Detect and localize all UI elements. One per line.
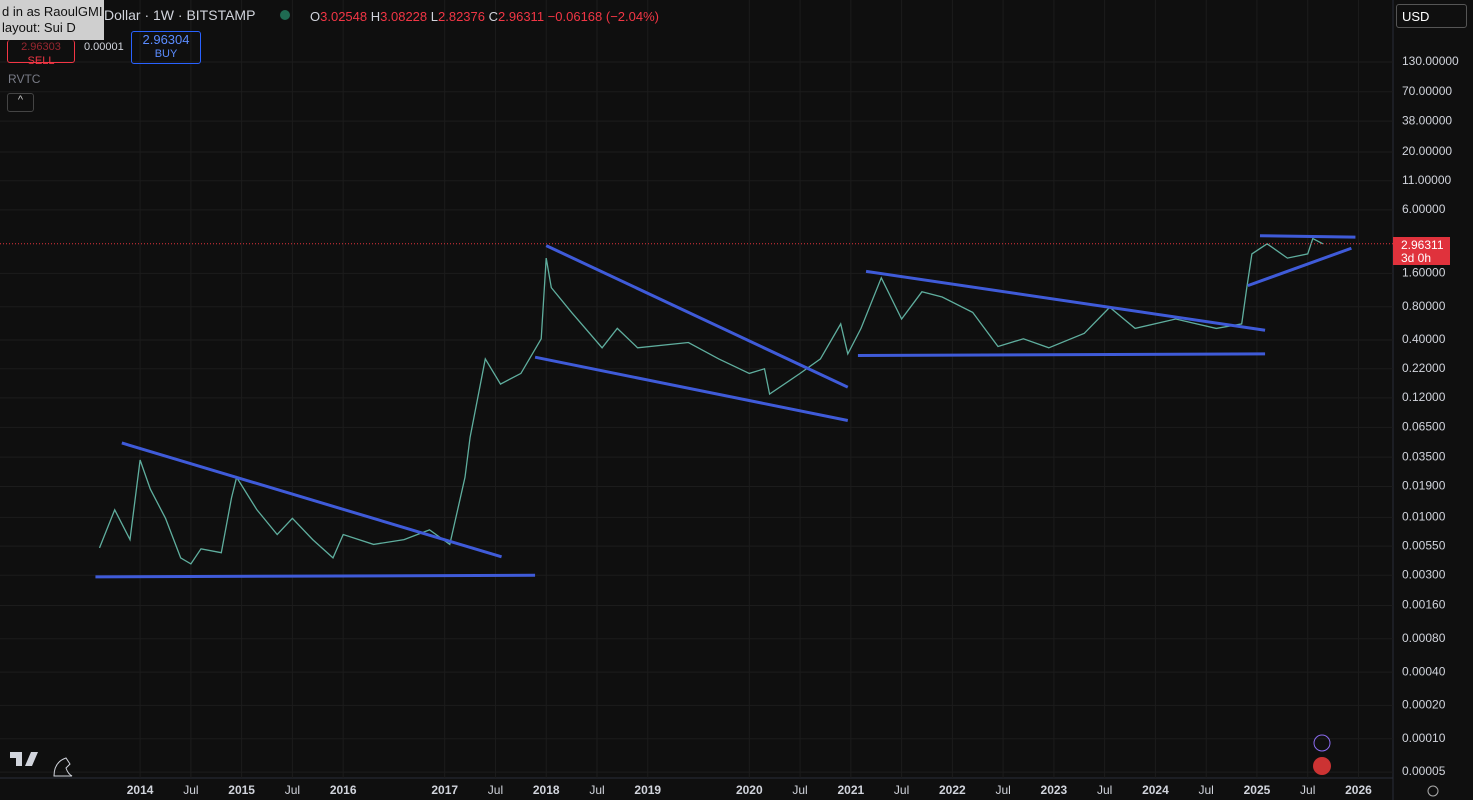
y-tick-label: 38.00000 [1402, 113, 1452, 127]
h-value: 3.08228 [380, 9, 428, 24]
trendline [95, 573, 536, 579]
x-tick-label: 2025 [1244, 783, 1271, 797]
settings-icon[interactable] [1427, 785, 1439, 797]
trendline [865, 269, 1266, 332]
h-label: H [370, 9, 381, 24]
y-tick-label: 0.80000 [1402, 299, 1446, 313]
x-tick-label: 2016 [330, 783, 357, 797]
y-tick-label: 0.06500 [1402, 420, 1446, 434]
plot [0, 234, 1393, 579]
l-value: 2.82376 [438, 9, 485, 24]
y-tick-label: 0.00080 [1402, 631, 1446, 645]
y-tick-label: 0.12000 [1402, 390, 1446, 404]
change: −0.06168 (−2.04%) [547, 9, 659, 24]
x-tick-label: Jul [285, 783, 300, 797]
sell-label: SELL [27, 55, 55, 67]
ohlc: O3.02548 H3.08228 L2.82376 C2.96311 −0.0… [310, 9, 659, 24]
y-tick-label: 0.40000 [1402, 332, 1446, 346]
x-tick-label: 2020 [736, 783, 763, 797]
currency: USD [1402, 9, 1430, 24]
l-label: L [430, 9, 438, 24]
y-tick-label: 0.00550 [1402, 538, 1446, 552]
y-tick-label: 0.03500 [1402, 449, 1446, 463]
x-tick-label: 2023 [1041, 783, 1068, 797]
y-tick-label: 0.01000 [1402, 510, 1446, 524]
y-tick-label: 1.60000 [1402, 266, 1446, 280]
x-tick-label: 2018 [533, 783, 560, 797]
x-tick-label: Jul [894, 783, 909, 797]
x-tick-label: Jul [1300, 783, 1315, 797]
y-tick-label: 20.00000 [1402, 144, 1452, 158]
sell-button[interactable]: 2.96303 SELL [7, 40, 75, 67]
x-tick-label: Jul [488, 783, 503, 797]
y-tick-label: 11.00000 [1402, 173, 1451, 187]
layout-text: layout: Sui D [2, 20, 76, 35]
currency-select[interactable]: USD [1396, 4, 1467, 28]
flag-icon[interactable] [1313, 757, 1331, 775]
sell-price: 2.96303 [21, 41, 61, 53]
y-tick-label: 0.01900 [1402, 479, 1446, 493]
tooltip: d in as RaoulGMI layout: Sui D [0, 0, 104, 40]
x-tick-label: 2015 [228, 783, 255, 797]
x-tick-label: 2014 [127, 783, 154, 797]
indicator[interactable]: RVTC [8, 72, 41, 86]
spread: 0.00001 [84, 41, 124, 53]
price-line [98, 237, 1324, 565]
y-tick-label: 0.22000 [1402, 361, 1446, 375]
logo-icon [10, 752, 38, 766]
x-tick-label: Jul [792, 783, 807, 797]
x-tick-label: 2026 [1345, 783, 1372, 797]
buy-label: BUY [154, 48, 178, 60]
y-tick-label: 0.00300 [1402, 567, 1446, 581]
buy-button[interactable]: 2.96304 BUY [131, 31, 201, 64]
c-value: 2.96311 [498, 9, 545, 24]
x-tick-label: 2022 [939, 783, 966, 797]
status-dot [280, 10, 290, 20]
x-tick-label: 2017 [431, 783, 458, 797]
o-label: O [310, 9, 321, 24]
collapse-button[interactable]: ^ [7, 93, 34, 112]
y-tick-label: 0.00005 [1402, 764, 1446, 778]
trendline [545, 244, 849, 389]
o-value: 3.02548 [320, 9, 368, 24]
x-tick-label: 2019 [634, 783, 661, 797]
x-tick-label: Jul [1097, 783, 1112, 797]
x-tick-label: Jul [589, 783, 604, 797]
logo-icon [53, 757, 73, 777]
y-tick-label: 70.00000 [1402, 84, 1452, 98]
y-tick-label: 0.00160 [1402, 598, 1446, 612]
countdown: 3d 0h [1401, 250, 1432, 265]
symbol: Dollar · 1W · BITSTAMP [104, 7, 256, 23]
y-tick-label: 0.00020 [1402, 698, 1446, 712]
trendline [1259, 234, 1356, 239]
tv-logo [10, 752, 73, 777]
trendline [1247, 246, 1352, 288]
y-tick-label: 6.00000 [1402, 202, 1446, 216]
c-label: C [488, 9, 499, 24]
buy-price: 2.96304 [142, 32, 190, 47]
x-tick-label: Jul [1199, 783, 1214, 797]
trendline [534, 355, 849, 422]
y-tick-label: 130.00000 [1402, 54, 1459, 68]
last-price: 2.96311 [1401, 237, 1444, 252]
y-tick-label: 0.00010 [1402, 731, 1446, 745]
trendline [121, 441, 502, 559]
trendline [857, 352, 1266, 357]
grid [0, 0, 1393, 778]
x-tick-label: Jul [183, 783, 198, 797]
x-tick-label: Jul [995, 783, 1010, 797]
login-text: d in as RaoulGMI [2, 4, 103, 19]
ai-icon[interactable] [1313, 734, 1331, 752]
x-tick-label: 2024 [1142, 783, 1169, 797]
y-tick-label: 0.00040 [1402, 664, 1446, 678]
x-tick-label: 2021 [837, 783, 864, 797]
price-tag: 2.96311 3d 0h [1393, 236, 1450, 265]
